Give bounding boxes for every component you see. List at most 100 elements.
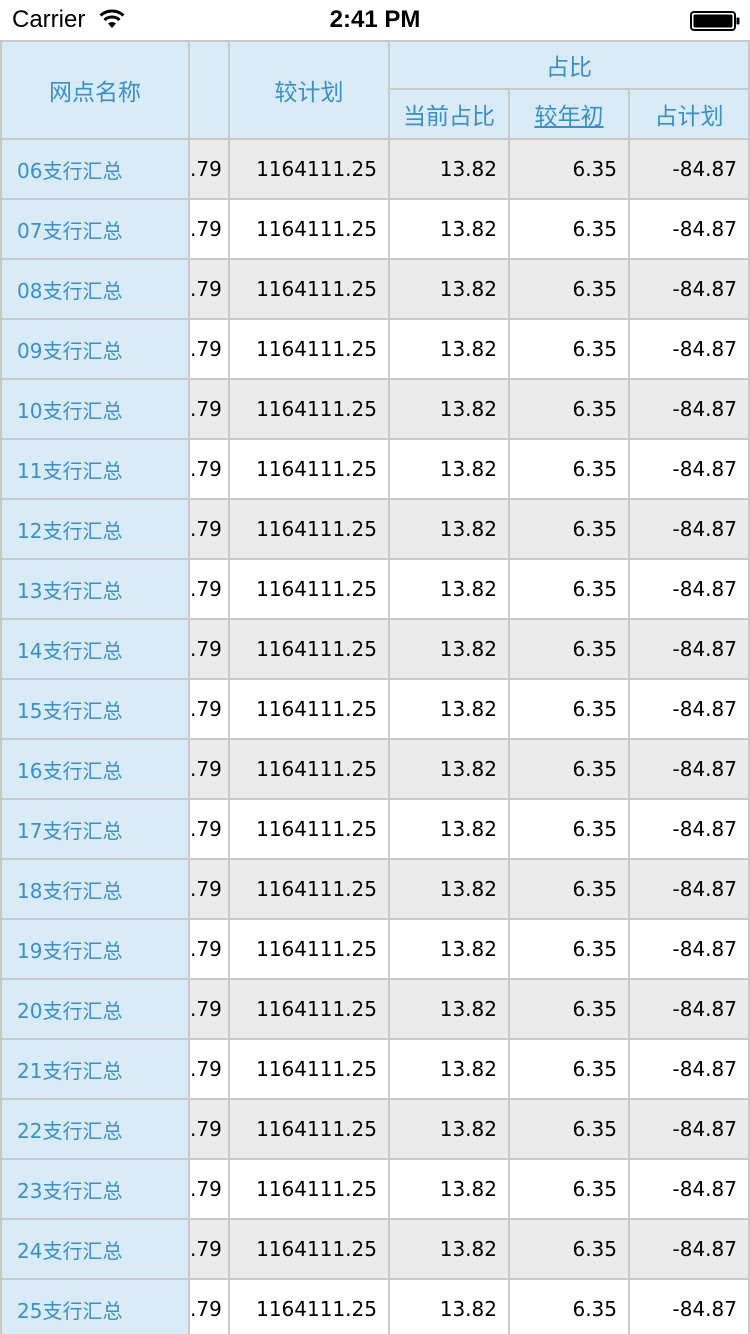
vs-plan-cell: 1164111.25 (230, 740, 390, 800)
partial-value-cell: .79 (190, 680, 230, 740)
partial-value-cell-text: .79 (190, 217, 222, 241)
current-share-cell: 13.82 (390, 200, 510, 260)
partial-value-cell-text: .79 (190, 157, 222, 181)
branch-name-cell[interactable]: 08支行汇总 (0, 260, 190, 320)
current-share-cell: 13.82 (390, 260, 510, 320)
share-of-plan-cell: -84.87 (630, 1040, 750, 1100)
vs-plan-cell-text: 1164111.25 (256, 697, 377, 721)
branch-name-cell[interactable]: 17支行汇总 (0, 800, 190, 860)
current-share-cell-text: 13.82 (439, 577, 497, 601)
share-of-plan-cell-text: -84.87 (672, 517, 737, 541)
branch-name-cell[interactable]: 20支行汇总 (0, 980, 190, 1040)
share-of-plan-cell: -84.87 (630, 800, 750, 860)
branch-name-cell-text: 14支行汇总 (17, 638, 123, 663)
current-share-cell: 13.82 (390, 320, 510, 380)
share-of-plan-cell-text: -84.87 (672, 217, 737, 241)
branch-name-cell[interactable]: 23支行汇总 (0, 1160, 190, 1220)
header-vs-plan[interactable]: 较计划 (230, 40, 390, 140)
branch-name-cell[interactable]: 10支行汇总 (0, 380, 190, 440)
vs-year-start-cell-text: 6.35 (572, 637, 617, 661)
branch-name-cell-text: 20支行汇总 (17, 998, 123, 1023)
vs-year-start-cell: 6.35 (510, 1220, 630, 1280)
partial-value-cell: .79 (190, 860, 230, 920)
vs-year-start-cell: 6.35 (510, 980, 630, 1040)
branch-name-cell[interactable]: 15支行汇总 (0, 680, 190, 740)
share-of-plan-cell: -84.87 (630, 440, 750, 500)
partial-value-cell: .79 (190, 440, 230, 500)
header-current-share[interactable]: 当前占比 (390, 90, 510, 140)
branch-name-cell-text: 15支行汇总 (17, 698, 123, 723)
share-of-plan-cell-text: -84.87 (672, 1297, 737, 1321)
vs-plan-cell-text: 1164111.25 (256, 277, 377, 301)
vs-plan-cell-text: 1164111.25 (256, 517, 377, 541)
vs-plan-cell-text: 1164111.25 (256, 757, 377, 781)
current-share-cell-text: 13.82 (439, 637, 497, 661)
vs-plan-cell-text: 1164111.25 (256, 637, 377, 661)
share-of-plan-cell-text: -84.87 (672, 457, 737, 481)
share-of-plan-cell: -84.87 (630, 200, 750, 260)
partial-value-cell-text: .79 (190, 877, 222, 901)
branch-name-cell[interactable]: 06支行汇总 (0, 140, 190, 200)
branch-name-cell[interactable]: 18支行汇总 (0, 860, 190, 920)
share-of-plan-cell: -84.87 (630, 320, 750, 380)
vs-year-start-cell-text: 6.35 (572, 1057, 617, 1081)
branch-name-cell[interactable]: 16支行汇总 (0, 740, 190, 800)
vs-year-start-cell: 6.35 (510, 800, 630, 860)
data-table[interactable]: 网点名称 较计划 占比 当前占比 较年初 占计划 06支行汇总 .79 116411… (0, 40, 750, 1334)
vs-year-start-cell-text: 6.35 (572, 577, 617, 601)
partial-value-cell-text: .79 (190, 1177, 222, 1201)
partial-value-cell-text: .79 (190, 997, 222, 1021)
header-partial-column[interactable] (190, 40, 230, 140)
branch-name-cell[interactable]: 22支行汇总 (0, 1100, 190, 1160)
branch-name-cell[interactable]: 14支行汇总 (0, 620, 190, 680)
share-of-plan-cell: -84.87 (630, 260, 750, 320)
current-share-cell: 13.82 (390, 620, 510, 680)
header-branch-name[interactable]: 网点名称 (0, 40, 190, 140)
partial-value-cell-text: .79 (190, 1057, 222, 1081)
partial-value-cell-text: .79 (190, 937, 222, 961)
branch-name-cell-text: 22支行汇总 (17, 1118, 123, 1143)
vs-plan-cell: 1164111.25 (230, 680, 390, 740)
branch-name-cell[interactable]: 07支行汇总 (0, 200, 190, 260)
partial-value-cell: .79 (190, 620, 230, 680)
header-share-of-plan[interactable]: 占计划 (630, 90, 750, 140)
branch-name-cell[interactable]: 09支行汇总 (0, 320, 190, 380)
share-of-plan-cell: -84.87 (630, 1100, 750, 1160)
clock: 2:41 PM (329, 6, 421, 33)
share-of-plan-cell-text: -84.87 (672, 877, 737, 901)
vs-plan-cell-text: 1164111.25 (256, 1057, 377, 1081)
branch-name-cell[interactable]: 25支行汇总 (0, 1280, 190, 1334)
partial-value-cell: .79 (190, 1280, 230, 1334)
vs-year-start-cell: 6.35 (510, 680, 630, 740)
header-share-group-label: 占比 (546, 55, 592, 81)
header-vs-year-start[interactable]: 较年初 (510, 90, 630, 140)
vs-plan-cell: 1164111.25 (230, 1280, 390, 1334)
wifi-icon (99, 9, 125, 28)
header-vs-plan-label: 较计划 (274, 80, 344, 106)
vs-plan-cell: 1164111.25 (230, 620, 390, 680)
partial-value-cell-text: .79 (190, 757, 222, 781)
branch-name-cell[interactable]: 24支行汇总 (0, 1220, 190, 1280)
current-share-cell: 13.82 (390, 800, 510, 860)
vs-year-start-cell: 6.35 (510, 620, 630, 680)
partial-value-cell: .79 (190, 140, 230, 200)
branch-name-cell[interactable]: 11支行汇总 (0, 440, 190, 500)
vs-year-start-cell-text: 6.35 (572, 1177, 617, 1201)
vs-plan-cell-text: 1164111.25 (256, 817, 377, 841)
branch-name-cell[interactable]: 12支行汇总 (0, 500, 190, 560)
partial-value-cell-text: .79 (190, 697, 222, 721)
share-of-plan-cell-text: -84.87 (672, 1237, 737, 1261)
vs-plan-cell: 1164111.25 (230, 260, 390, 320)
vs-plan-cell: 1164111.25 (230, 440, 390, 500)
vs-plan-cell: 1164111.25 (230, 980, 390, 1040)
partial-value-cell-text: .79 (190, 517, 222, 541)
vs-plan-cell: 1164111.25 (230, 1220, 390, 1280)
current-share-cell: 13.82 (390, 500, 510, 560)
branch-name-cell[interactable]: 13支行汇总 (0, 560, 190, 620)
branch-name-cell[interactable]: 21支行汇总 (0, 1040, 190, 1100)
branch-name-cell[interactable]: 19支行汇总 (0, 920, 190, 980)
vs-plan-cell-text: 1164111.25 (256, 577, 377, 601)
partial-value-cell: .79 (190, 500, 230, 560)
vs-year-start-cell: 6.35 (510, 260, 630, 320)
